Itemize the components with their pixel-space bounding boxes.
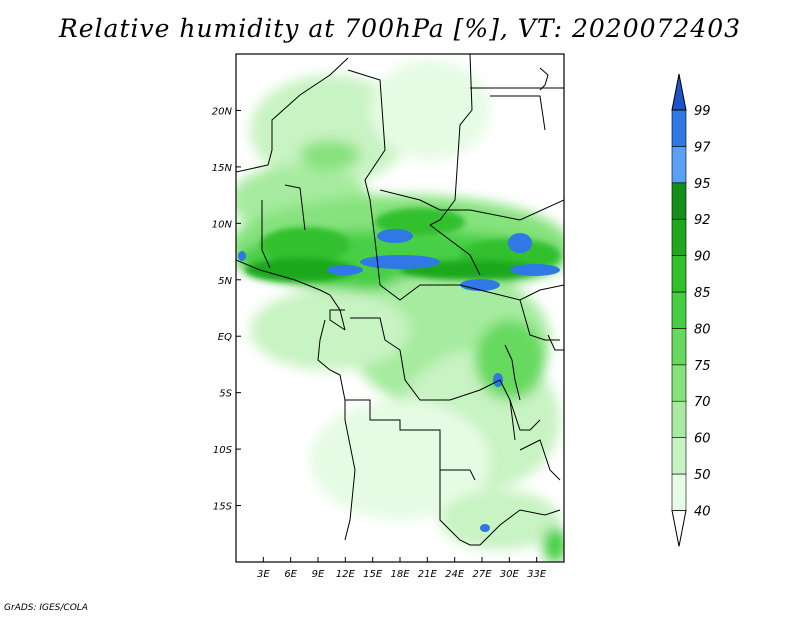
lon-tick-label: 3E [257,569,270,580]
credit-text: GrADS: IGES/COLA [4,603,88,613]
colorbar-label: 92 [694,213,711,228]
lon-tick-label: 21E [418,569,438,580]
lat-tick-label: 20N [212,106,233,117]
lon-tick-label: 27E [472,569,492,580]
humidity-field [236,54,564,562]
country-borders [236,54,564,546]
lat-tick-label: 15S [213,502,233,513]
colorbar-top-arrow [671,73,687,111]
lat-tick-label: 5S [219,389,232,400]
colorbar-segment [671,291,687,329]
colorbar-segment [671,437,687,475]
map-title: Relative humidity at 700hPa [%], VT: 202… [58,14,742,43]
colorbar-label: 90 [694,250,711,265]
colorbar-segment [671,473,687,511]
colorbar-segment [671,146,687,184]
colorbar-label: 60 [694,432,711,447]
colorbar-segment [671,364,687,402]
lat-tick-label: 5N [218,276,232,287]
colorbar-segment [671,400,687,438]
colorbar-bottom-arrow [671,509,687,547]
latitude-axis: 20N 15N 10N 5N EQ 5S 10S 15S [212,106,241,513]
longitude-axis: 3E 6E 9E 12E 15E 18E 21E 24E 27E 30E 33E [257,557,547,580]
colorbar-label: 97 [694,140,711,155]
colorbar-segment [671,109,687,147]
lat-tick-label: 10N [212,219,233,230]
lon-tick-label: 9E [312,569,325,580]
lon-tick-label: 6E [284,569,297,580]
colorbar-segment [671,218,687,256]
colorbar-label: 85 [694,286,711,301]
lat-tick-label: 10S [213,445,233,456]
lon-tick-label: 33E [527,569,547,580]
colorbar-label: 70 [694,395,711,410]
colorbar-segment [671,328,687,366]
lat-tick-label: EQ [218,332,232,343]
colorbar: 40 50 60 70 75 80 85 90 92 95 97 99 [671,73,711,547]
colorbar-label: 80 [694,322,711,337]
colorbar-label: 99 [694,104,711,119]
colorbar-label: 50 [694,468,711,483]
colorbar-label: 95 [694,177,711,192]
lon-tick-label: 24E [445,569,465,580]
lon-tick-label: 15E [363,569,383,580]
lon-tick-label: 12E [336,569,356,580]
lat-tick-label: 15N [212,163,233,174]
colorbar-label: 40 [694,504,711,519]
colorbar-label: 75 [694,359,711,374]
lon-tick-label: 18E [390,569,410,580]
lon-tick-label: 30E [500,569,520,580]
colorbar-segment [671,255,687,293]
colorbar-segment [671,182,687,220]
